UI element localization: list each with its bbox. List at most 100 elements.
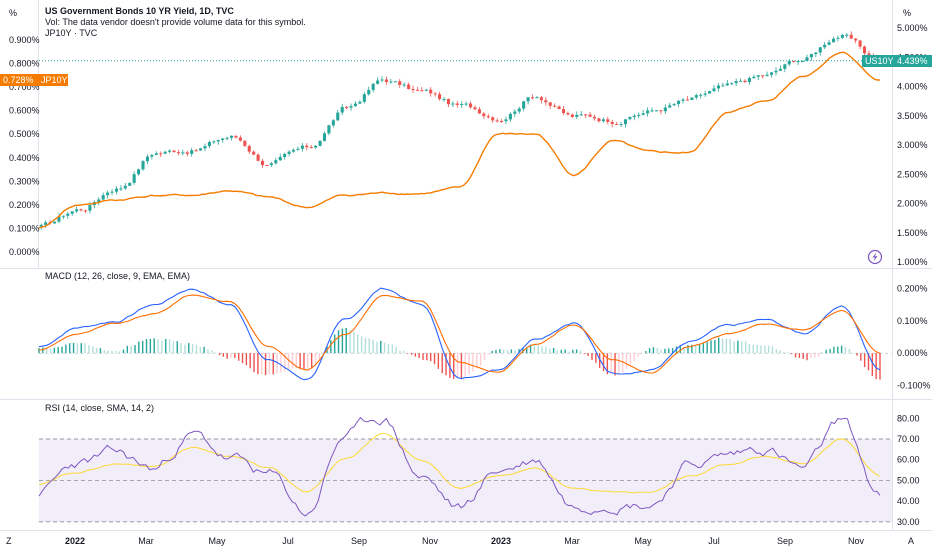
macd-histogram-bar (84, 343, 86, 354)
macd-histogram-bar (61, 346, 63, 354)
candle-body (747, 77, 751, 82)
macd-histogram-bar (537, 344, 539, 354)
candle-body (831, 38, 836, 43)
candle-body (225, 137, 229, 139)
rsi-axis-tick: 30.00 (897, 517, 920, 527)
rsi-axis-tick: 40.00 (897, 496, 920, 506)
candle-body (592, 116, 597, 119)
symbol-title[interactable]: US Government Bonds 10 YR Yield, 1D, TVC (45, 6, 234, 16)
macd-histogram-bar (268, 353, 271, 375)
left-axis-tick: 0.400% (9, 153, 40, 163)
candle-body (274, 160, 278, 164)
macd-histogram-bar (368, 338, 370, 354)
macd-histogram-bar (153, 338, 155, 354)
rsi-axis-tick: 50.00 (897, 475, 920, 485)
candle-body (823, 44, 827, 48)
macd-line (38, 287, 881, 381)
macd-histogram-bar (652, 347, 655, 354)
macd-signal-line (38, 294, 881, 374)
macd-histogram-bar (157, 339, 159, 354)
macd-histogram-bar (330, 340, 332, 354)
timezone-z-label[interactable]: Z (6, 536, 12, 546)
jp10y-price-tag: 0.728% JP10Y (0, 74, 68, 86)
candle-body (88, 205, 92, 211)
candle-body (482, 113, 486, 117)
time-axis-label: Nov (422, 536, 439, 546)
candle-body (800, 61, 805, 63)
candle-body (530, 97, 535, 99)
macd-histogram-bar (564, 349, 566, 354)
lightning-icon[interactable] (867, 249, 883, 265)
candle-body (659, 110, 663, 112)
candle-body (442, 99, 446, 101)
left-axis-tick: 0.700% (9, 82, 40, 92)
compare-symbol-label[interactable]: JP10Y · TVC (45, 28, 98, 38)
macd-histogram-bar (633, 353, 635, 362)
candle-body (75, 209, 79, 212)
macd-histogram-bar (568, 351, 570, 354)
main-price-pane: 5.000%4.500%4.000%3.500%3.000%2.500%2.00… (9, 23, 928, 267)
macd-histogram-bar (756, 345, 758, 354)
macd-histogram-bar (764, 345, 766, 354)
left-axis-tick: 0.300% (9, 176, 40, 186)
macd-histogram-bar (802, 353, 804, 359)
macd-histogram-bar (721, 338, 724, 354)
macd-histogram-bar (694, 345, 697, 354)
jp10y-tag-label: JP10Y (41, 75, 68, 85)
candle-body (137, 169, 141, 175)
macd-histogram-bar (491, 350, 493, 354)
candle-body (557, 106, 561, 110)
candle-body (783, 64, 787, 69)
rsi-legend[interactable]: RSI (14, close, SMA, 14, 2) (45, 403, 154, 413)
candle-body (504, 119, 508, 122)
macd-histogram-bar (92, 346, 94, 354)
macd-histogram-bar (879, 353, 881, 380)
candle-body (619, 124, 623, 126)
macd-histogram-bar (775, 349, 778, 354)
candle-body (238, 137, 242, 141)
macd-histogram-bar (42, 347, 44, 354)
candle-body (181, 152, 185, 154)
macd-histogram-bar (138, 341, 140, 354)
macd-histogram-bar (226, 353, 228, 359)
candle-body (340, 106, 344, 113)
time-axis-label: Jul (282, 536, 294, 546)
macd-histogram-bar (195, 344, 198, 354)
candle-body (699, 94, 703, 96)
macd-histogram-bar (345, 327, 347, 354)
macd-histogram-bar (748, 343, 751, 354)
candle-body (535, 97, 539, 99)
macd-histogram-bar (572, 349, 574, 354)
macd-histogram-bar (214, 352, 217, 354)
macd-histogram-bar (364, 337, 367, 354)
candle-body (384, 79, 389, 83)
macd-histogram-bar (191, 343, 194, 354)
time-axis[interactable]: 2022 Mar May Jul Sep Nov 2023 Mar May Jul Sep Nov (65, 536, 865, 546)
time-axis-label: Mar (564, 536, 580, 546)
macd-histogram-bar (391, 344, 393, 354)
left-axis-tick: 0.900% (9, 35, 40, 45)
auto-scale-a-label[interactable]: A (908, 536, 914, 546)
candle-body (553, 105, 557, 107)
rsi-pane: 80.00 70.00 60.00 50.00 40.00 30.00 (38, 413, 920, 527)
macd-histogram-bar (871, 353, 874, 376)
macd-histogram-bar (280, 353, 282, 373)
candle-body (176, 152, 180, 154)
candle-body (708, 91, 712, 94)
macd-histogram-bar (414, 353, 417, 357)
candle-body (163, 151, 167, 154)
candle-body (721, 85, 725, 87)
macd-histogram-bar (383, 342, 386, 354)
candle-body (681, 99, 685, 101)
candle-body (345, 106, 349, 108)
us10y-price-tag: US10Y 4.439% (862, 55, 932, 67)
candle-body (287, 151, 291, 154)
macd-histogram-bar (295, 353, 297, 368)
macd-legend[interactable]: MACD (12, 26, close, 9, EMA, EMA) (45, 271, 190, 281)
macd-histogram-bar (867, 353, 870, 371)
candle-body (402, 84, 406, 86)
candle-body (168, 150, 172, 152)
macd-histogram-bar (810, 353, 812, 359)
macd-histogram-bar (587, 353, 589, 357)
